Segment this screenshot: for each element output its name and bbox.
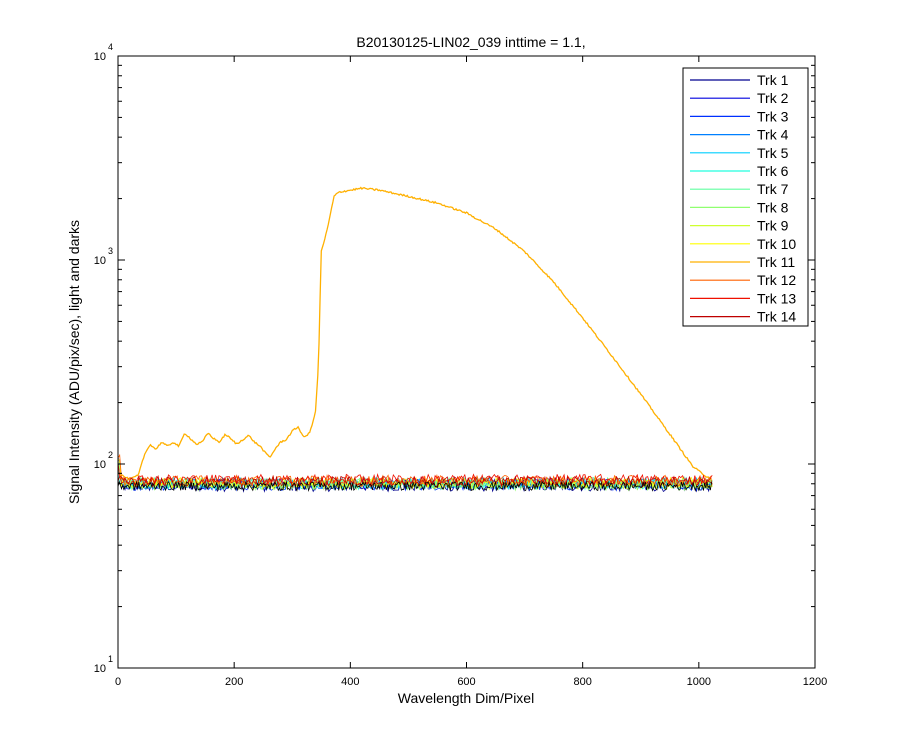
legend-label: Trk 6 [757, 163, 789, 179]
y-tick-exponent: 2 [108, 450, 113, 460]
series-line-trk-14 [117, 474, 713, 489]
legend-label: Trk 8 [757, 199, 789, 215]
series-line-trk-11 [117, 186, 712, 481]
x-tick-label: 0 [115, 676, 121, 688]
legend-label: Trk 12 [757, 272, 796, 288]
y-tick-exponent: 3 [108, 246, 113, 256]
x-tick-label: 1200 [803, 676, 827, 688]
x-tick-labels: 0 200 400 600 800 1000 1200 [115, 676, 827, 688]
legend-label: Trk 1 [757, 72, 789, 88]
legend-label: Trk 14 [757, 309, 796, 325]
legend: Trk 1 Trk 2 Trk 3 Trk 4 Trk 5 Trk 6 Trk 7 Trk 8… [682, 67, 809, 327]
legend-label: Trk 4 [757, 127, 789, 143]
legend-label: Trk 2 [757, 90, 789, 106]
legend-label: Trk 5 [757, 145, 789, 161]
chart-title: B20130125-LIN02_039 inttime = 1.1, [356, 34, 585, 50]
legend-label: Trk 9 [757, 218, 789, 234]
axes-layer [117, 55, 816, 669]
y-tick-exponent: 1 [108, 654, 113, 664]
x-tick-label: 1000 [687, 676, 711, 688]
y-axis-label: Signal Intensity (ADU/pix/sec), light an… [66, 220, 82, 504]
legend-label: Trk 13 [757, 290, 796, 306]
x-tick-label: 400 [341, 676, 359, 688]
y-tick-label: 10 [94, 51, 106, 63]
series-layer [117, 186, 713, 493]
y-tick-label: 10 [94, 459, 106, 471]
legend-items: Trk 1 Trk 2 Trk 3 Trk 4 Trk 5 Trk 6 Trk 7 Trk 8… [690, 72, 796, 325]
dark-band-line [117, 480, 712, 492]
legend-box [682, 67, 809, 327]
x-tick-label: 800 [573, 676, 591, 688]
x-axis-label: Wavelength Dim/Pixel [398, 690, 534, 706]
y-tick-label: 10 [94, 255, 106, 267]
legend-label: Trk 10 [757, 236, 796, 252]
legend-label: Trk 11 [757, 254, 795, 270]
x-tick-label: 200 [225, 676, 243, 688]
x-tick-label: 600 [457, 676, 475, 688]
legend-label: Trk 3 [757, 108, 789, 124]
legend-label: Trk 7 [757, 181, 789, 197]
y-tick-label: 10 [94, 663, 106, 675]
y-tick-exponent: 4 [108, 42, 113, 52]
